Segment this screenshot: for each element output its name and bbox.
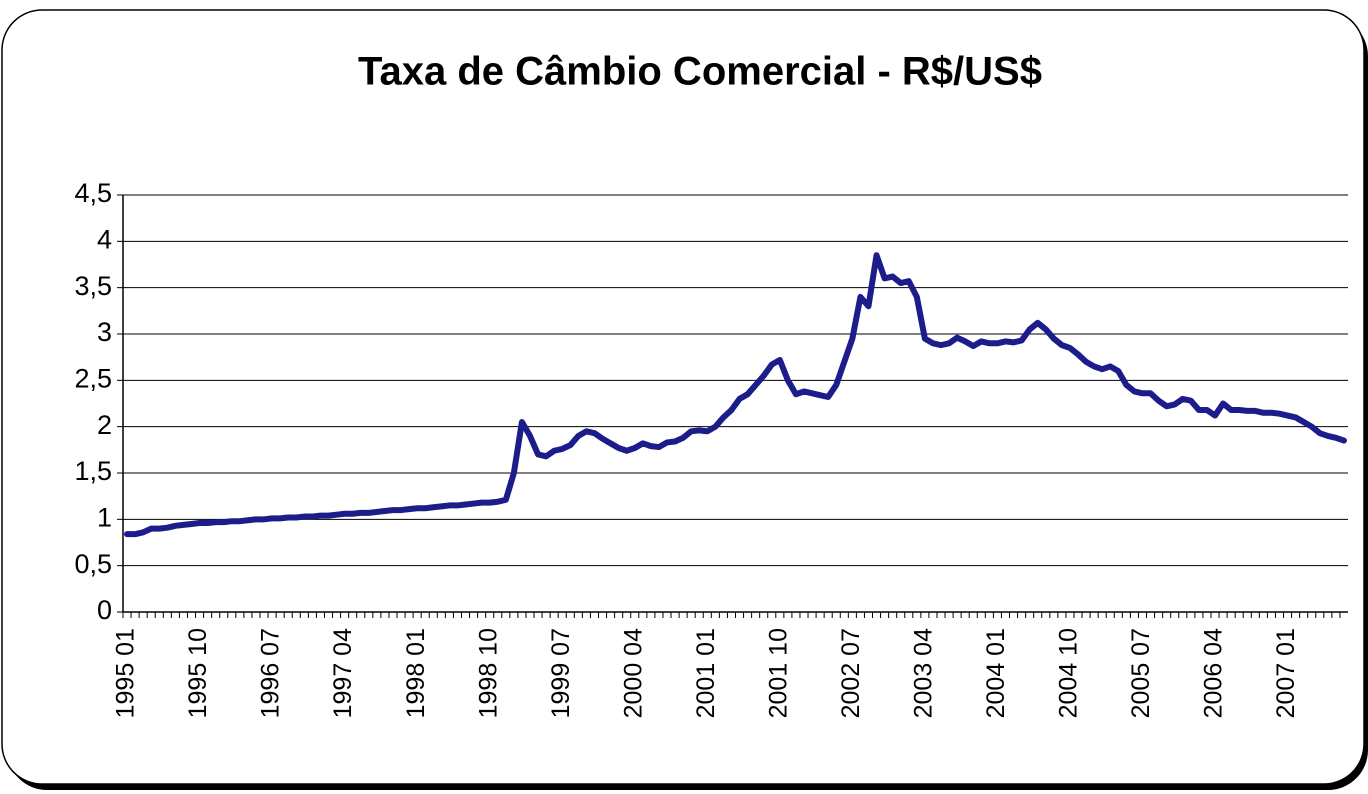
- data-line: [124, 252, 1347, 538]
- y-tick-label: 2: [97, 410, 112, 440]
- x-tick-label: 2006 04: [1200, 628, 1228, 718]
- frame: [1, 9, 1365, 785]
- x-tick-label: 1997 04: [329, 628, 357, 718]
- x-tick-label: 2001 10: [764, 628, 792, 718]
- x-tick-label: 2002 07: [837, 628, 865, 718]
- y-tick-label: 1,5: [74, 456, 112, 486]
- y-tick-label: 2,5: [74, 363, 112, 393]
- chart-title: Taxa de Câmbio Comercial - R$/US$: [358, 50, 1042, 94]
- x-tick-label: 1998 10: [474, 628, 502, 718]
- x-tick-label: 2001 01: [692, 628, 720, 718]
- y-tick-label: 0: [97, 595, 112, 625]
- x-tick-label: 2004 10: [1055, 628, 1083, 718]
- y-tick-label: 1: [97, 502, 112, 532]
- x-tick-label: 2003 04: [910, 628, 938, 718]
- x-tick-label: 1995 01: [112, 628, 140, 718]
- y-tick-label: 4,5: [74, 178, 112, 208]
- y-tick-label: 3,5: [74, 271, 112, 301]
- x-tick-label: 2007 01: [1272, 628, 1300, 718]
- x-tick-label: 1995 10: [184, 628, 212, 718]
- x-tick-label: 1996 07: [257, 628, 285, 718]
- x-tick-label: 1999 07: [547, 628, 575, 718]
- x-tick-label: 2000 04: [619, 628, 647, 718]
- x-tick-label: 2005 07: [1127, 628, 1155, 718]
- y-tick-label: 4: [97, 224, 112, 254]
- x-tick-label: 1998 01: [402, 628, 430, 718]
- y-tick-label: 0,5: [74, 549, 112, 579]
- y-tick-label: 3: [97, 317, 112, 347]
- x-tick-label: 2004 01: [982, 628, 1010, 718]
